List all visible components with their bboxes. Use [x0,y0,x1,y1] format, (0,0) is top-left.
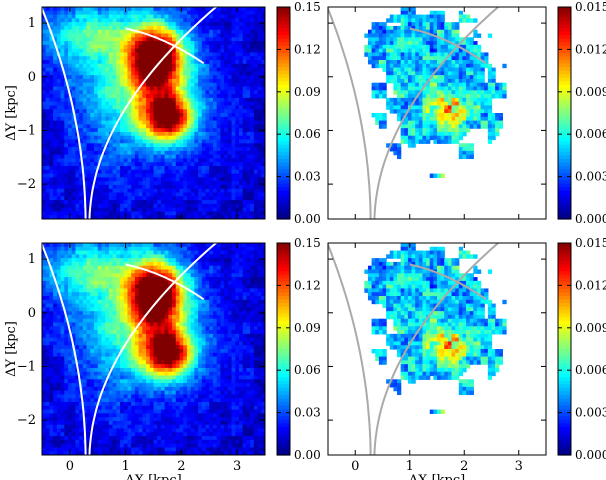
plot-frame [327,242,547,456]
plot-frame [41,242,266,456]
colorbar-tick-label: 0.015 [575,0,606,14]
colorbar-4: 0.015 0.012 0.009 0.006 0.003 0.000 [557,236,606,462]
colorbar-tick-label: 0.015 [575,236,606,250]
arm-curve [88,243,218,455]
colorbar-tick-label: 0.09 [294,85,321,99]
y-tick-label: 1 [28,252,36,267]
colorbar-frame [557,6,572,220]
colorbar-tick-label: 0.009 [575,321,606,335]
colorbar-tick-label: 0.06 [294,127,321,141]
arm-curve [373,7,500,219]
overlay-curves-3 [42,243,218,455]
colorbar-tick-label: 0.12 [294,278,321,292]
x-tick-label: 3 [515,459,523,474]
heatmap-2 [364,7,507,178]
heatmap-3 [42,243,265,455]
x-axis-label: ΔX [kpc] [409,473,465,480]
y-axis-label: ΔY [kpc] [4,321,19,377]
y-tick-label: −1 [17,359,36,374]
x-tick-label: 1 [121,459,129,474]
arm-curve [328,7,372,219]
colorbar-3: 0.15 0.12 0.09 0.06 0.03 0.00 [276,236,321,462]
panel-2: 0.015 0.012 0.009 0.006 0.003 0.000 [327,0,606,226]
arm-curve [125,263,205,301]
y-tick-label: 0 [28,70,36,85]
plot-frame [327,6,547,220]
colorbar-tick-label: 0.12 [294,42,321,56]
x-tick-label: 1 [406,459,414,474]
colorbar-tick-label: 0.09 [294,321,321,335]
colorbar-tick-label: 0.003 [575,170,606,184]
arm-curve [409,27,487,65]
colorbar-2: 0.015 0.012 0.009 0.006 0.003 0.000 [557,0,606,226]
colorbar-frame [276,242,291,456]
plot-frame [41,6,266,220]
y-tick-label: 1 [28,16,36,31]
x-tick-label: 0 [351,459,359,474]
y-tick-label: −2 [17,177,36,192]
overlay-curves-1 [42,7,218,219]
arm-curve [42,7,87,219]
colorbar-frame [557,242,572,456]
colorbar-tick-label: 0.006 [575,127,606,141]
y-axis-label: ΔY [kpc] [4,85,19,141]
colorbar-tick-label: 0.012 [575,42,606,56]
x-tick-label: 2 [177,459,185,474]
colorbar-tick-label: 0.000 [575,212,606,226]
panel-4: 0123ΔX [kpc]0.0150.0120.0090.0060.0030.0… [327,236,606,480]
colorbar-tick-label: 0.006 [575,363,606,377]
arm-curve [125,27,205,65]
colorbar-tick-label: 0.000 [575,448,606,462]
colorbar-tick-label: 0.15 [294,236,321,250]
panel-1: 1 0 −1 −2 ΔY [kpc] 0.15 0.12 0.09 0.06 0.03 0.00 [4,0,321,226]
colorbar-frame [276,6,291,220]
arm-curve [42,243,87,455]
x-tick-label: 0 [66,459,74,474]
heatmap-4 [364,243,507,414]
heatmap-1 [42,7,265,219]
arm-curve [88,7,218,219]
x-tick-label: 2 [460,459,468,474]
colorbar-tick-label: 0.03 [294,170,321,184]
arm-curve [328,243,372,455]
colorbar-tick-label: 0.06 [294,363,321,377]
x-axis-label: ΔX [kpc] [125,473,181,480]
y-tick-label: 0 [28,306,36,321]
colorbar-tick-label: 0.03 [294,406,321,420]
colorbar-tick-label: 0.009 [575,85,606,99]
colorbar-tick-label: 0.012 [575,278,606,292]
colorbar-1: 0.15 0.12 0.09 0.06 0.03 0.00 [276,0,321,226]
overlay-curves-4 [328,243,500,455]
y-tick-label: −1 [17,123,36,138]
colorbar-tick-label: 0.00 [294,448,321,462]
arm-curve [409,263,487,301]
y-tick-label: −2 [17,413,36,428]
x-tick-label: 3 [233,459,241,474]
overlay-curves-2 [328,7,500,219]
colorbar-tick-label: 0.003 [575,406,606,420]
arm-curve [373,243,500,455]
colorbar-tick-label: 0.00 [294,212,321,226]
colorbar-tick-label: 0.15 [294,0,321,14]
